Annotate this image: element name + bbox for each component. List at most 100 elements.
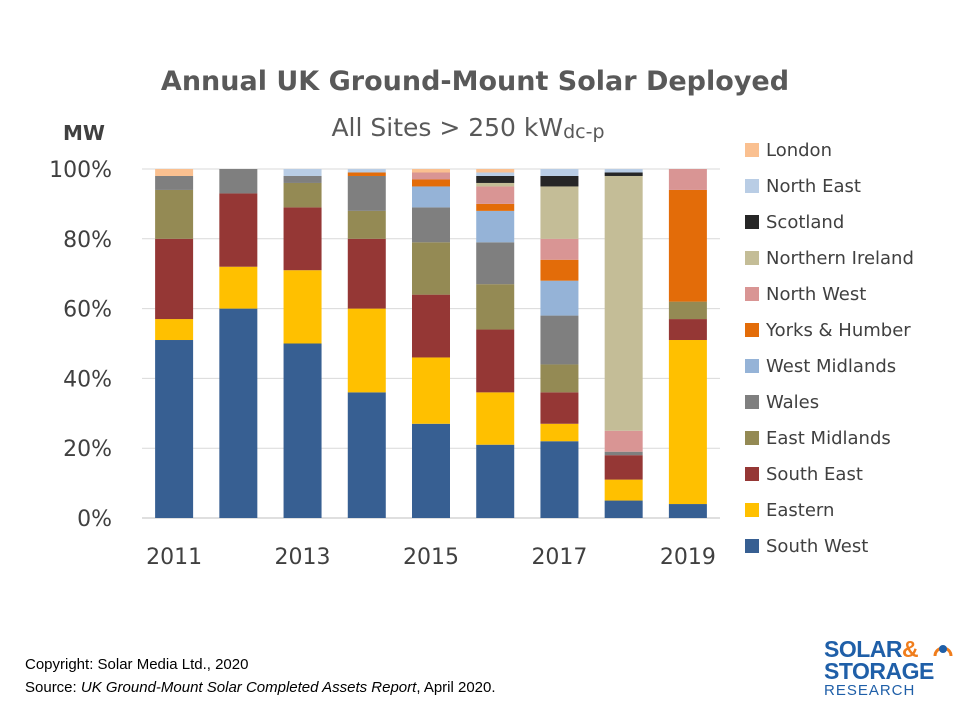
bar-2018-northern-ireland <box>604 175 643 431</box>
legend: London North East Scotland Northern Ireland… <box>745 140 914 557</box>
bar-2019-east-midlands <box>668 301 707 320</box>
bar-2014-wales <box>347 175 386 211</box>
bar-2016-east-midlands <box>476 284 515 330</box>
bar-2016-yorks-humber <box>476 203 515 211</box>
bar-2013-east-midlands <box>283 182 322 208</box>
bar-2018-south-west <box>604 500 643 518</box>
bar-2013-south-east <box>283 207 322 271</box>
logo-line-3: RESEARCH <box>824 682 916 699</box>
y-tick-label: 40% <box>63 367 112 392</box>
legend-label-south-east: South East <box>766 464 863 485</box>
legend-label-northern-ireland: Northern Ireland <box>766 248 914 269</box>
bar-2019-yorks-humber <box>668 189 707 302</box>
footer: Copyright: Solar Media Ltd., 2020 Source… <box>25 653 496 699</box>
bar-2015-west-midlands <box>412 186 450 208</box>
solar-storage-logo: SOLAR& STORAGE RESEARCH <box>824 638 954 714</box>
chart-subtitle: All Sites > 250 kWdc-p <box>331 113 604 143</box>
legend-swatch-north-west <box>745 287 759 301</box>
legend-swatch-scotland <box>745 215 759 229</box>
chart-subtitle-main: All Sites > 250 kW <box>331 113 563 142</box>
bar-2014-south-east <box>347 238 386 309</box>
bar-2018-wales <box>604 451 643 456</box>
x-tick-labels: 2011 2013 2015 2017 2019 <box>146 545 716 570</box>
x-tick-label: 2015 <box>403 545 459 570</box>
bar-2017-eastern <box>540 423 579 442</box>
bar-2016-northern-ireland <box>476 182 515 187</box>
legend-swatch-south-west <box>745 539 759 553</box>
bar-2017-northern-ireland <box>540 186 579 239</box>
bar-2017-north-west <box>540 238 579 260</box>
copyright-text: Copyright: Solar Media Ltd., 2020 <box>25 656 249 673</box>
chart-subtitle-sub: dc-p <box>563 121 604 143</box>
legend-swatch-wales <box>745 395 759 409</box>
legend-label-scotland: Scotland <box>766 212 844 233</box>
bar-2011-east-midlands <box>155 189 194 239</box>
legend-swatch-east-midlands <box>745 431 759 445</box>
bar-2016-eastern <box>476 392 515 445</box>
source-prefix: Source: <box>25 679 81 696</box>
legend-label-east-midlands: East Midlands <box>766 428 891 449</box>
bar-2017-south-east <box>540 392 579 424</box>
legend-label-london: London <box>766 140 832 161</box>
bar-2019-eastern <box>668 340 707 505</box>
legend-label-wales: Wales <box>766 392 819 413</box>
bar-2017-wales <box>540 315 579 365</box>
legend-swatch-yorks-humber <box>745 323 759 337</box>
x-tick-label: 2013 <box>275 545 331 570</box>
bar-2013-eastern <box>283 270 322 344</box>
bar-2012-wales <box>219 169 258 194</box>
bar-2011-wales <box>155 175 194 190</box>
bar-2016-scotland <box>476 175 515 183</box>
bar-2016-wales <box>476 242 515 285</box>
bar-2013-south-west <box>283 343 322 518</box>
logo-sun-icon <box>933 645 953 657</box>
bar-2014-north-east <box>347 169 386 173</box>
bar-2015-london <box>412 169 450 173</box>
source-suffix: , April 2020. <box>416 679 496 696</box>
bar-2013-north-east <box>283 169 322 176</box>
y-tick-label: 60% <box>63 298 112 323</box>
bar-2018-north-east <box>604 169 643 173</box>
source-title: UK Ground-Mount Solar Completed Assets R… <box>80 679 417 696</box>
logo-line-1: SOLAR& <box>824 636 919 662</box>
bar-2019-south-east <box>668 319 707 341</box>
legend-swatch-south-east <box>745 467 759 481</box>
bar-2017-yorks-humber <box>540 259 579 281</box>
legend-swatch-london <box>745 143 759 157</box>
x-tick-label: 2017 <box>531 545 587 570</box>
bar-2017-east-midlands <box>540 364 579 393</box>
bar-2015-south-west <box>412 423 450 518</box>
legend-label-eastern: Eastern <box>766 500 834 521</box>
bar-2018-south-east <box>604 455 643 480</box>
bar-2017-scotland <box>540 175 579 187</box>
y-tick-label: 100% <box>49 158 112 183</box>
bar-2013-wales <box>283 175 322 183</box>
legend-label-yorks-humber: Yorks & Humber <box>765 320 911 341</box>
legend-label-south-west: South West <box>766 536 868 557</box>
x-tick-label: 2011 <box>146 545 202 570</box>
bar-2012-eastern <box>219 266 258 309</box>
legend-swatch-eastern <box>745 503 759 517</box>
y-tick-label: 0% <box>77 507 112 532</box>
bar-2019-south-west <box>668 504 707 518</box>
bar-2015-south-east <box>412 294 450 358</box>
bar-2016-london <box>476 169 515 173</box>
source-text: Source: UK Ground-Mount Solar Completed … <box>25 676 496 699</box>
bar-2011-south-west <box>155 340 194 518</box>
chart-title: Annual UK Ground-Mount Solar Deployed <box>161 66 789 97</box>
bar-2015-north-west <box>412 172 450 180</box>
bar-2016-south-west <box>476 444 515 518</box>
bar-2012-south-west <box>219 308 258 518</box>
bar-2018-scotland <box>604 172 643 176</box>
bar-2011-south-east <box>155 238 194 320</box>
y-axis-label: MW <box>63 121 105 145</box>
bar-2015-yorks-humber <box>412 179 450 187</box>
bar-2016-north-west <box>476 186 515 204</box>
legend-label-north-west: North West <box>766 284 866 305</box>
logo-line-2: STORAGE <box>824 658 934 684</box>
bar-2014-eastern <box>347 308 386 393</box>
bar-2011-london <box>155 169 194 176</box>
bar-2017-south-west <box>540 441 579 518</box>
y-tick-label: 80% <box>63 228 112 253</box>
